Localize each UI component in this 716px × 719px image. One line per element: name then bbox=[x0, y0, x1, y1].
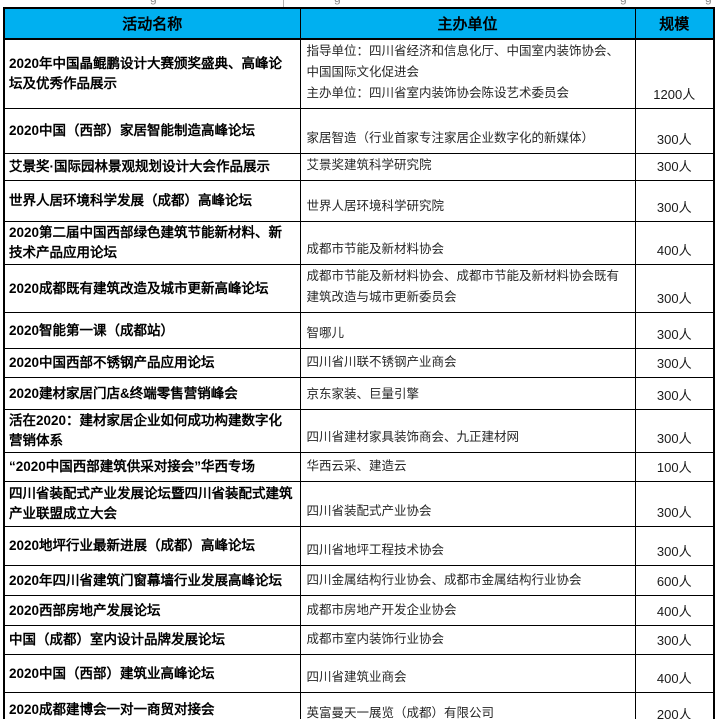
clipped-text-fragment: g bbox=[705, 0, 712, 5]
table-row: 世界人居环境科学发展（成都）高峰论坛 世界人居环境科学研究院 300人 bbox=[3, 180, 715, 222]
scale-cell[interactable]: 300人 bbox=[634, 108, 715, 154]
clipped-text-fragment: g bbox=[150, 0, 157, 5]
organizer-cell[interactable]: 四川金属结构行业协会、成都市金属结构行业协会 bbox=[299, 565, 636, 596]
table-row: 2020第二届中国西部绿色建筑节能新材料、新技术产品应用论坛 成都市节能及新材料协… bbox=[3, 221, 715, 265]
clipped-text-fragment: g bbox=[620, 0, 627, 5]
activity-cell[interactable]: 2020建材家居门店&终端零售营销峰会 bbox=[3, 377, 301, 410]
scale-cell[interactable]: 300人 bbox=[634, 312, 715, 349]
organizer-cell[interactable]: 指导单位：四川省经济和信息化厅、中国室内装饰协会、中国国际文化促进会 主办单位：… bbox=[299, 38, 636, 109]
table-row: 活在2020：建材家居企业如何成功构建数字化营销体系 四川省建材家具装饰商会、九正… bbox=[3, 409, 715, 453]
scale-cell[interactable]: 300人 bbox=[634, 625, 715, 655]
table-header: 活动名称 主办单位 规模 bbox=[3, 7, 715, 40]
activity-cell[interactable]: “2020中国西部建筑供采对接会”华西专场 bbox=[3, 452, 301, 482]
scale-cell[interactable]: 300人 bbox=[634, 264, 715, 313]
activity-cell[interactable]: 2020年中国晶鲲鹏设计大赛颁奖盛典、高峰论坛及优秀作品展示 bbox=[3, 38, 301, 109]
organizer-cell[interactable]: 四川省地坪工程技术协会 bbox=[299, 526, 636, 566]
activity-cell[interactable]: 艾景奖·国际园林景观规划设计大会作品展示 bbox=[3, 153, 301, 181]
clipped-text-fragment: g bbox=[334, 0, 341, 5]
table-row: 2020中国西部不锈钢产品应用论坛 四川省川联不锈钢产业商会 300人 bbox=[3, 348, 715, 378]
organizer-cell[interactable]: 英富曼天一展览（成都）有限公司 bbox=[299, 692, 636, 719]
table-row: 2020中国（西部）建筑业高峰论坛 四川省建筑业商会 400人 bbox=[3, 654, 715, 693]
scale-cell[interactable]: 1200人 bbox=[634, 38, 715, 109]
scale-cell[interactable]: 400人 bbox=[634, 595, 715, 626]
header-cell-organizer[interactable]: 主办单位 bbox=[299, 7, 636, 40]
header-row: 活动名称 主办单位 规模 bbox=[3, 7, 715, 40]
clipped-row-above: g g g g bbox=[0, 0, 716, 7]
activity-cell[interactable]: 2020成都建博会一对一商贸对接会 bbox=[3, 692, 301, 719]
table-row: 2020成都既有建筑改造及城市更新高峰论坛 成都市节能及新材料协会、成都市节能及新… bbox=[3, 264, 715, 313]
table-row: 艾景奖·国际园林景观规划设计大会作品展示 艾景奖建筑科学研究院 300人 bbox=[3, 153, 715, 181]
organizer-cell[interactable]: 成都市节能及新材料协会 bbox=[299, 221, 636, 265]
table-row: 2020年四川省建筑门窗幕墙行业发展高峰论坛 四川金属结构行业协会、成都市金属结构… bbox=[3, 565, 715, 596]
activity-cell[interactable]: 2020西部房地产发展论坛 bbox=[3, 595, 301, 626]
organizer-cell[interactable]: 家居智造（行业首家专注家居企业数字化的新媒体） bbox=[299, 108, 636, 154]
activity-cell[interactable]: 2020年四川省建筑门窗幕墙行业发展高峰论坛 bbox=[3, 565, 301, 596]
organizer-cell[interactable]: 四川省装配式产业协会 bbox=[299, 481, 636, 527]
scale-cell[interactable]: 200人 bbox=[634, 692, 715, 719]
table-row: 四川省装配式产业发展论坛暨四川省装配式建筑产业联盟成立大会 四川省装配式产业协会 3… bbox=[3, 481, 715, 527]
activity-cell[interactable]: 2020中国（西部）建筑业高峰论坛 bbox=[3, 654, 301, 693]
table-row: 2020西部房地产发展论坛 成都市房地产开发企业协会 400人 bbox=[3, 595, 715, 626]
scale-cell[interactable]: 300人 bbox=[634, 180, 715, 222]
activity-cell[interactable]: 2020智能第一课（成都站） bbox=[3, 312, 301, 349]
scale-cell[interactable]: 400人 bbox=[634, 654, 715, 693]
scale-cell[interactable]: 300人 bbox=[634, 409, 715, 453]
scale-cell[interactable]: 300人 bbox=[634, 481, 715, 527]
scale-cell[interactable]: 300人 bbox=[634, 153, 715, 181]
scale-cell[interactable]: 300人 bbox=[634, 348, 715, 378]
activity-cell[interactable]: 中国（成都）室内设计品牌发展论坛 bbox=[3, 625, 301, 655]
table-row: 2020年中国晶鲲鹏设计大赛颁奖盛典、高峰论坛及优秀作品展示 指导单位：四川省经济… bbox=[3, 38, 715, 109]
organizer-cell[interactable]: 成都市室内装饰行业协会 bbox=[299, 625, 636, 655]
scale-cell[interactable]: 600人 bbox=[634, 565, 715, 596]
table-row: 2020成都建博会一对一商贸对接会 英富曼天一展览（成都）有限公司 200人 bbox=[3, 692, 715, 719]
organizer-cell[interactable]: 京东家装、巨量引擎 bbox=[299, 377, 636, 410]
table-row: 2020地坪行业最新进展（成都）高峰论坛 四川省地坪工程技术协会 300人 bbox=[3, 526, 715, 566]
organizer-cell[interactable]: 世界人居环境科学研究院 bbox=[299, 180, 636, 222]
activity-cell[interactable]: 四川省装配式产业发展论坛暨四川省装配式建筑产业联盟成立大会 bbox=[3, 481, 301, 527]
scale-cell[interactable]: 400人 bbox=[634, 221, 715, 265]
organizer-cell[interactable]: 智哪儿 bbox=[299, 312, 636, 349]
scale-cell[interactable]: 300人 bbox=[634, 377, 715, 410]
activity-cell[interactable]: 2020中国西部不锈钢产品应用论坛 bbox=[3, 348, 301, 378]
table-row: 2020建材家居门店&终端零售营销峰会 京东家装、巨量引擎 300人 bbox=[3, 377, 715, 410]
activity-cell[interactable]: 2020地坪行业最新进展（成都）高峰论坛 bbox=[3, 526, 301, 566]
activity-cell[interactable]: 活在2020：建材家居企业如何成功构建数字化营销体系 bbox=[3, 409, 301, 453]
organizer-cell[interactable]: 四川省建筑业商会 bbox=[299, 654, 636, 693]
activity-cell[interactable]: 2020第二届中国西部绿色建筑节能新材料、新技术产品应用论坛 bbox=[3, 221, 301, 265]
table-row: 2020智能第一课（成都站） 智哪儿 300人 bbox=[3, 312, 715, 349]
header-cell-scale[interactable]: 规模 bbox=[634, 7, 715, 40]
scale-cell[interactable]: 100人 bbox=[634, 452, 715, 482]
table-body: 2020年中国晶鲲鹏设计大赛颁奖盛典、高峰论坛及优秀作品展示 指导单位：四川省经济… bbox=[3, 38, 715, 719]
organizer-cell[interactable]: 成都市节能及新材料协会、成都市节能及新材料协会既有建筑改造与城市更新委员会 bbox=[299, 264, 636, 313]
activity-cell[interactable]: 2020成都既有建筑改造及城市更新高峰论坛 bbox=[3, 264, 301, 313]
organizer-cell[interactable]: 四川省川联不锈钢产业商会 bbox=[299, 348, 636, 378]
organizer-cell[interactable]: 成都市房地产开发企业协会 bbox=[299, 595, 636, 626]
activity-cell[interactable]: 世界人居环境科学发展（成都）高峰论坛 bbox=[3, 180, 301, 222]
scale-cell[interactable]: 300人 bbox=[634, 526, 715, 566]
event-schedule-table: 活动名称 主办单位 规模 2020年中国晶鲲鹏设计大赛颁奖盛典、高峰论坛及优秀作… bbox=[3, 7, 715, 719]
organizer-cell[interactable]: 四川省建材家具装饰商会、九正建材网 bbox=[299, 409, 636, 453]
header-cell-activity[interactable]: 活动名称 bbox=[3, 7, 301, 40]
activity-cell[interactable]: 2020中国（西部）家居智能制造高峰论坛 bbox=[3, 108, 301, 154]
gridline-fragment bbox=[283, 0, 284, 7]
table-row: “2020中国西部建筑供采对接会”华西专场 华西云采、建造云 100人 bbox=[3, 452, 715, 482]
table-row: 中国（成都）室内设计品牌发展论坛 成都市室内装饰行业协会 300人 bbox=[3, 625, 715, 655]
organizer-cell[interactable]: 华西云采、建造云 bbox=[299, 452, 636, 482]
table-row: 2020中国（西部）家居智能制造高峰论坛 家居智造（行业首家专注家居企业数字化的新… bbox=[3, 108, 715, 154]
organizer-cell[interactable]: 艾景奖建筑科学研究院 bbox=[299, 153, 636, 181]
